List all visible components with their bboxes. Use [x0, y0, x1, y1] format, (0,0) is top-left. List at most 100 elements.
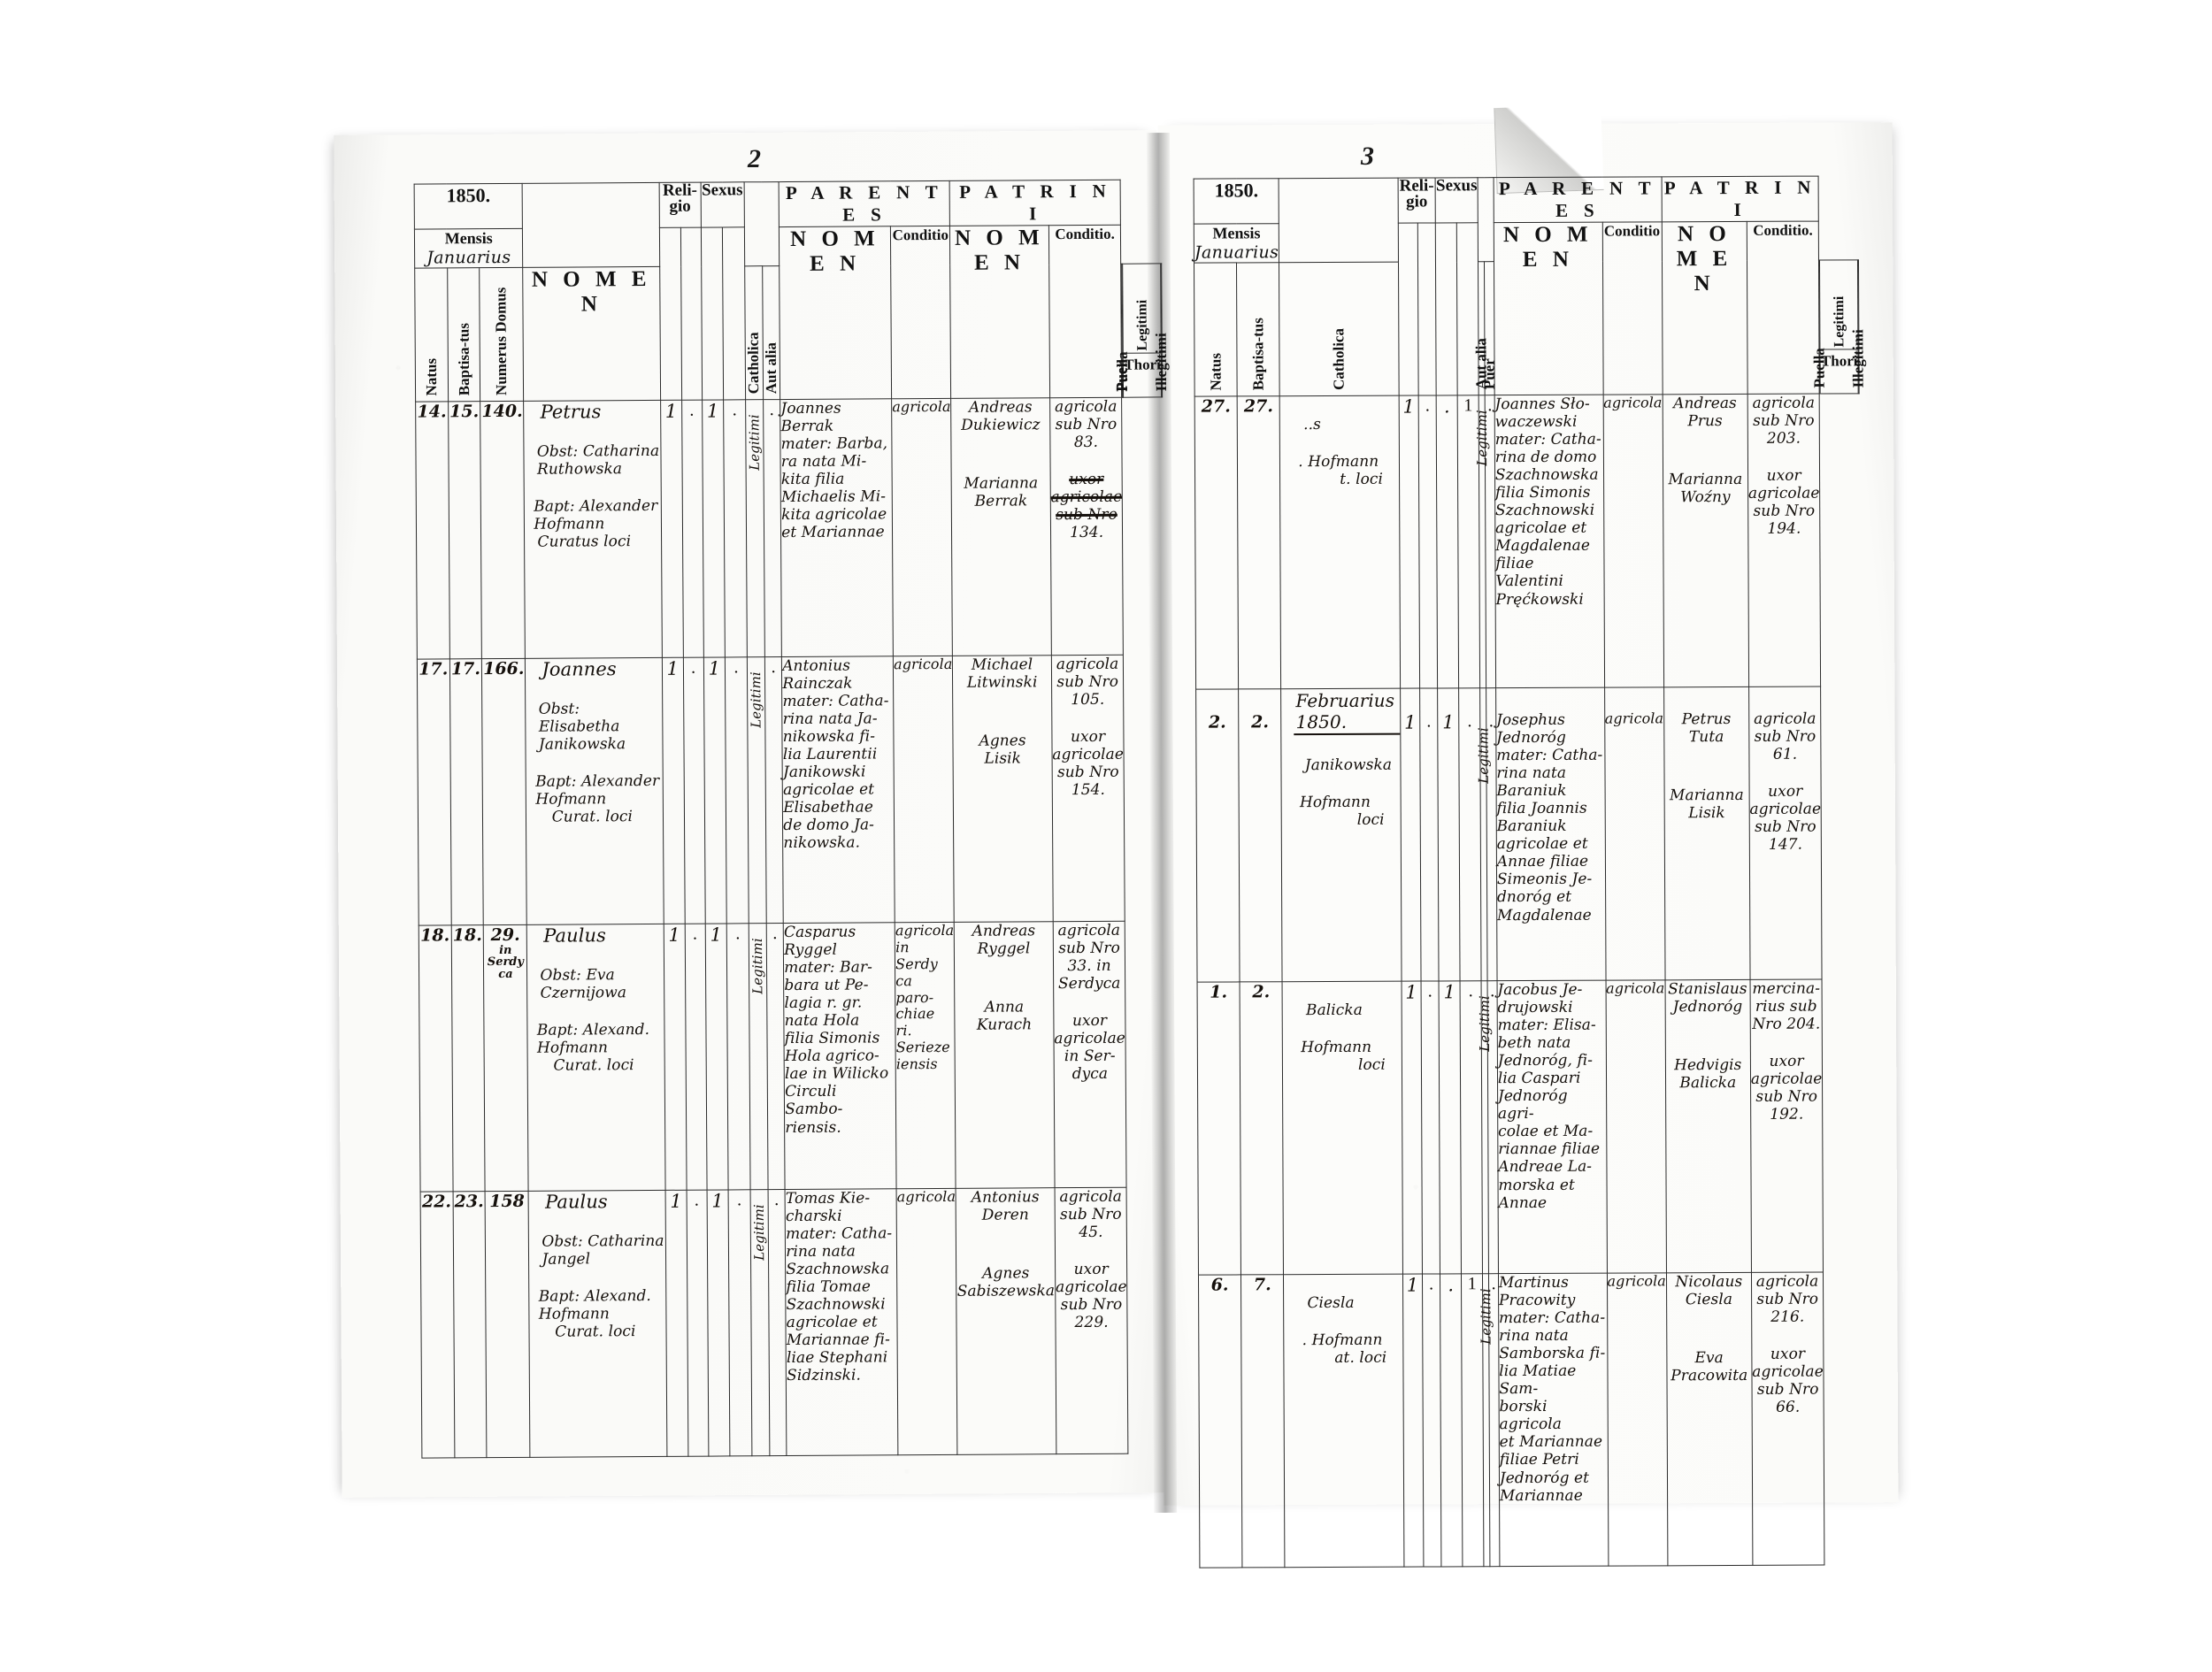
header-year-right: 1850.	[1194, 178, 1279, 225]
cell-thori: Legitimi	[747, 656, 767, 924]
cell-aut-alia: .	[683, 657, 705, 924]
cell-numerus-domus: 158	[485, 1191, 531, 1458]
cell-parentes-nomen: Josephus Jednoróg mater: Catha-rina nata Ba…	[1495, 687, 1606, 981]
header-patrini-nomen-left: N O M E N	[949, 225, 1050, 399]
cell-catholica: 1	[1400, 688, 1422, 982]
cell-natus: 18.	[419, 924, 453, 1193]
cell-scribe-notes: ..s. Hofmann t. loci	[1279, 395, 1401, 689]
right-page-number: 3	[1361, 142, 1374, 171]
cell-patrini-nomen: Andreas Prus Marianna Woźny	[1662, 394, 1749, 687]
cell-baptisatus: 15.	[448, 401, 482, 659]
cell-catholica: 1	[1401, 981, 1423, 1275]
header-patrini-conditio-right: Conditio.	[1747, 221, 1820, 395]
header-puer-right: Puer	[1481, 261, 1498, 395]
cell-parentes-conditio: agricola	[891, 398, 953, 656]
header-mensis-left: Mensis Januarius	[414, 228, 524, 269]
cell-parentes-conditio: agricola	[893, 656, 955, 923]
cell-thori: Legitimi	[1476, 980, 1493, 1274]
header-catholica-left: Catholica	[744, 265, 764, 400]
cell-aut-alia: .	[1422, 1273, 1442, 1568]
cell-thori: Legitimi	[1473, 395, 1490, 688]
cell-numerus-domus: 166.	[481, 658, 527, 925]
cell-parentes-nomen: Tomas Kie-charski mater: Catha-rina nata S…	[785, 1188, 899, 1456]
header-parentes-right: P A R E N T E S	[1493, 176, 1663, 223]
header-aut-alia-left: Aut alia	[762, 265, 780, 400]
cell-patrini-conditio: agricola sub Nro 203. uxor agricolae sub Nro 1…	[1747, 394, 1822, 687]
cell-patrini-conditio: agricola sub Nro 83. uxor agricolae sub Nro 13…	[1049, 397, 1124, 656]
cell-parentes-nomen: Casparus Ryggel mater: Bar-bara ut Pe-lagi…	[783, 922, 897, 1190]
header-religio-left: Reli-gio	[659, 181, 702, 228]
cell-parentes-conditio: agricola	[1606, 1272, 1668, 1567]
cell-aut-alia: .	[686, 1190, 709, 1457]
header-religio-right: Reli-gio	[1397, 176, 1436, 224]
cell-illegitimi: .	[763, 399, 782, 657]
cell-parentes-nomen: Joannes Berrak mater: Barba, ra nata Mi-kit…	[780, 398, 894, 657]
cell-puella: .	[723, 399, 748, 657]
cell-aut-alia: .	[1421, 980, 1440, 1275]
cell-patrini-nomen: Nicolaus Ciesla Eva Pracowita	[1666, 1272, 1753, 1566]
cell-infant-name: Paulus Obst: Catharina Jangel Bapt: Alexan…	[528, 1190, 667, 1458]
cell-parentes-nomen: Martinus Pracowity mater: Catha-rina nata S…	[1498, 1273, 1609, 1567]
cell-aut-alia: .	[1418, 395, 1438, 689]
cell-patrini-nomen: Michael Litwinski Agnes Lisik	[952, 655, 1053, 923]
cell-infant-name: Petrus Obst: Catharina Ruthowska Bapt: Ale…	[524, 400, 663, 659]
cell-puella: .	[726, 923, 750, 1190]
cell-aut-alia: .	[681, 400, 703, 658]
cell-aut-alia: .	[1419, 687, 1440, 982]
cell-scribe-notes: Balicka Hofmann loci	[1282, 981, 1403, 1275]
cell-puer: .	[1440, 1273, 1463, 1567]
cell-parentes-nomen: Joannes Sło-waczewski mater: Catha-rina d…	[1494, 395, 1605, 688]
cell-scribe-notes: Ciesla. Hofmann at. loci	[1283, 1274, 1404, 1568]
table-row: 6. 7. Ciesla. Hofmann at. loci 1.. 1 Legitimi.…	[1198, 1272, 1863, 1568]
left-page-number: 2	[748, 144, 761, 173]
cell-puella: .	[725, 656, 749, 924]
header-patrini-conditio-left: Conditio.	[1048, 225, 1123, 398]
cell-baptisatus: 2.	[1240, 981, 1284, 1275]
cell-puella: .	[728, 1189, 752, 1456]
cell-parentes-conditio: agricola	[896, 1188, 958, 1455]
cell-natus: 27.	[1194, 395, 1239, 690]
cell-parentes-nomen: Jacobus Je-drujowski mater: Elisa-beth na…	[1496, 980, 1607, 1274]
cell-thori: Legitimi	[745, 399, 765, 657]
header-baptisatus-left: Baptisa-tus	[447, 267, 480, 402]
cell-numerus-domus: 140.	[480, 401, 526, 659]
cell-thori: Legitimi	[1478, 1273, 1494, 1567]
header-parentes-nomen-left: N O M E N	[779, 226, 892, 400]
cell-natus: 6.	[1198, 1274, 1243, 1568]
header-sexus-left: Sexus	[700, 180, 745, 228]
cell-catholica: 1	[662, 657, 685, 924]
cell-patrini-conditio: agricola sub Nro 61. uxor agricolae sub Nro 14…	[1748, 686, 1823, 980]
table-row: 14. 15. 140. Petrus Obst: Catharina Ruthowsk…	[415, 397, 1164, 660]
table-row: 22. 23. 158 Paulus Obst: Catharina Jangel Bap…	[420, 1187, 1169, 1459]
cell-puer: .	[1436, 395, 1459, 688]
cell-puer: 1	[703, 656, 727, 924]
cell-baptisatus: 27.	[1237, 395, 1281, 689]
cell-natus: 22.	[420, 1191, 455, 1459]
cell-illegitimi: .	[768, 1189, 787, 1456]
cell-parentes-conditio: agricola	[1602, 394, 1664, 688]
right-page-register-table: 1850. Reli-gio Sexus P A R E N T E S P A…	[1194, 175, 1867, 1568]
cell-patrini-nomen: Antonius Deren Agnes Sabiszewska	[956, 1187, 1056, 1455]
cell-patrini-conditio: agricola sub Nro 45. uxor agricolae sub Nro 22…	[1054, 1187, 1129, 1454]
cell-natus: 1.	[1197, 981, 1241, 1276]
header-illegitimi-right: Illegitimi	[1849, 259, 1867, 394]
header-parentes-nomen-right: N O M E N	[1494, 222, 1603, 395]
table-row: 17. 17. 166. Joannes Obst: Elisabetha Janiko…	[417, 655, 1165, 926]
cell-illegitimi: .	[764, 656, 784, 924]
cell-aut-alia: .	[684, 924, 707, 1191]
header-infant-nomen-left: N O M E N	[523, 266, 661, 402]
header-natus-right: Natus	[1194, 262, 1238, 397]
header-patrini-left: P A T R I N I	[949, 180, 1121, 226]
header-patrini-nomen-right: N O M E N	[1662, 221, 1747, 395]
cell-patrini-nomen: Andreas Dukiewicz Marianna Berrak	[951, 397, 1052, 656]
cell-parentes-conditio: agricola in Serdy ca paro-chiae ri. Serieze…	[895, 922, 956, 1189]
table-row: 2. 2. Februarius 1850. Janikowska Hofmann loc…	[1195, 686, 1862, 983]
header-catholica-right: Catholica	[1279, 262, 1400, 396]
cell-patrini-conditio: agricola sub Nro 105. uxor agricolae sub Nro 1…	[1051, 655, 1125, 922]
header-parentes-conditio-right: Conditio	[1601, 221, 1663, 395]
cell-baptisatus: 18.	[450, 924, 486, 1192]
cell-puer: 1	[704, 923, 729, 1191]
left-page-register-table: 1850. Reli-gio Sexus P A R E N T E S P A…	[414, 179, 1170, 1459]
header-natus-left: Natus	[414, 267, 449, 403]
